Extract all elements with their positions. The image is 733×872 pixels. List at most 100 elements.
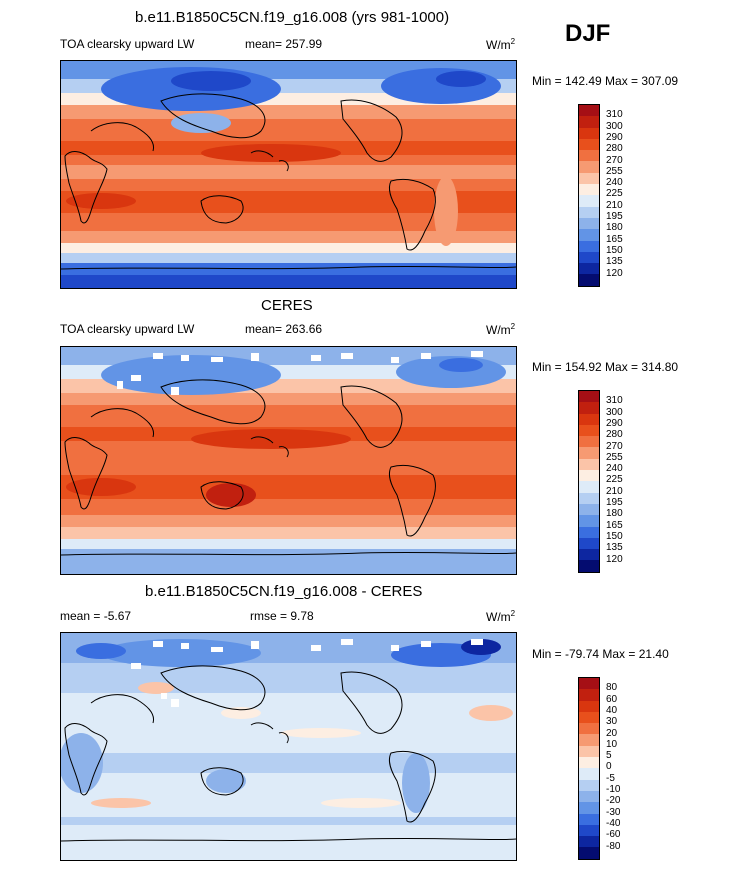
- colorbar-swatch: [579, 105, 599, 117]
- colorbar-swatch: [579, 195, 599, 207]
- colorbar-label: 210: [606, 485, 623, 497]
- colorbar-label: 150: [606, 530, 623, 542]
- colorbar-label: 135: [606, 256, 623, 268]
- colorbar-swatch: [579, 206, 599, 218]
- panel2-mean: mean= 263.66: [245, 322, 323, 336]
- colorbar-swatch: [579, 824, 599, 837]
- colorbar-swatch: [579, 470, 599, 482]
- colorbar-label: 270: [606, 154, 623, 166]
- panel2-minmax: Min = 154.92 Max = 314.80: [532, 360, 679, 374]
- colorbar-swatch: [579, 813, 599, 825]
- colorbar-label: 290: [606, 417, 623, 429]
- colorbar-swatch: [579, 689, 599, 701]
- colorbar-label: 280: [606, 143, 623, 155]
- colorbar-swatch: [579, 424, 599, 437]
- colorbar-label: 195: [606, 497, 623, 508]
- colorbar-label: 120: [606, 267, 623, 279]
- colorbar-label: 60: [606, 693, 618, 705]
- panel3-units: W/m2: [486, 609, 516, 624]
- colorbar-swatch: [579, 526, 599, 538]
- panel2-title: CERES: [261, 297, 313, 314]
- colorbar-swatch: [579, 436, 599, 448]
- colorbar-swatch: [579, 503, 599, 516]
- colorbar-swatch: [579, 678, 599, 690]
- colorbar-label: 310: [606, 109, 623, 121]
- colorbar-label: 20: [606, 727, 618, 739]
- colorbar-swatch: [579, 217, 599, 230]
- panel3-colorbar: [578, 677, 600, 860]
- colorbar-label: -30: [606, 806, 621, 818]
- colorbar-swatch: [579, 229, 599, 241]
- colorbar-label: 0: [606, 761, 612, 773]
- colorbar-swatch: [579, 700, 599, 712]
- colorbar-label: 30: [606, 716, 618, 728]
- colorbar-swatch: [579, 537, 599, 550]
- colorbar-label: 120: [606, 553, 623, 565]
- panel2-variable: TOA clearsky upward LW: [60, 322, 195, 336]
- colorbar-label: 135: [606, 542, 623, 554]
- colorbar-swatch: [579, 515, 599, 527]
- panel2-map: [60, 346, 517, 575]
- colorbar-label: -20: [606, 795, 621, 807]
- colorbar-swatch: [579, 836, 599, 848]
- colorbar-label: 5: [606, 750, 612, 762]
- colorbar-label: 300: [606, 406, 623, 418]
- colorbar-swatch: [579, 745, 599, 758]
- colorbar-swatch: [579, 138, 599, 151]
- panel1-mean: mean= 257.99: [245, 37, 323, 51]
- colorbar-swatch: [579, 447, 599, 459]
- colorbar-swatch: [579, 161, 599, 173]
- panel2-units: W/m2: [486, 322, 516, 337]
- panel1-map: [60, 60, 517, 289]
- colorbar-swatch: [579, 251, 599, 264]
- colorbar-swatch: [579, 458, 599, 471]
- colorbar-swatch: [579, 402, 599, 414]
- colorbar-swatch: [579, 723, 599, 735]
- panel1-field: [61, 61, 516, 288]
- colorbar-label: 280: [606, 429, 623, 441]
- colorbar-label: 255: [606, 451, 623, 463]
- colorbar-swatch: [579, 116, 599, 128]
- colorbar-label: 180: [606, 508, 623, 520]
- colorbar-label: 150: [606, 244, 623, 256]
- colorbar-swatch: [579, 779, 599, 791]
- panel1-colorbar: [578, 104, 600, 287]
- panel1-title: b.e11.B1850C5CN.f19_g16.008 (yrs 981-100…: [135, 9, 450, 26]
- colorbar-swatch: [579, 711, 599, 724]
- panel3-title: b.e11.B1850C5CN.f19_g16.008 - CERES: [145, 583, 423, 600]
- colorbar-swatch: [579, 413, 599, 425]
- panel2-colorbar: [578, 390, 600, 573]
- colorbar-label: 240: [606, 463, 623, 475]
- colorbar-label: 225: [606, 474, 623, 486]
- panel2-field: [61, 347, 516, 574]
- colorbar-label: 310: [606, 395, 623, 407]
- colorbar-swatch: [579, 790, 599, 803]
- colorbar-swatch: [579, 391, 599, 403]
- colorbar-swatch: [579, 274, 599, 286]
- panel1-units: W/m2: [486, 37, 516, 52]
- panel3-mean: mean = -5.67: [60, 609, 132, 623]
- colorbar-swatch: [579, 240, 599, 252]
- colorbar-label: 300: [606, 120, 623, 132]
- colorbar-label: 180: [606, 222, 623, 234]
- colorbar-label: -5: [606, 772, 615, 784]
- colorbar-label: 165: [606, 519, 623, 531]
- panel3-field: [61, 633, 516, 860]
- season-label: DJF: [565, 20, 611, 47]
- colorbar-label: 225: [606, 188, 623, 200]
- colorbar-swatch: [579, 492, 599, 504]
- colorbar-label: 195: [606, 211, 623, 222]
- colorbar-swatch: [579, 768, 599, 780]
- colorbar-label: 240: [606, 177, 623, 189]
- colorbar-swatch: [579, 184, 599, 196]
- colorbar-swatch: [579, 560, 599, 572]
- colorbar-label: -40: [606, 817, 621, 829]
- colorbar-swatch: [579, 549, 599, 561]
- colorbar-label: 80: [606, 682, 618, 694]
- panel3-minmax: Min = -79.74 Max = 21.40: [532, 647, 669, 661]
- panel3-map: [60, 632, 517, 861]
- colorbar-label: 210: [606, 199, 623, 211]
- colorbar-label: -10: [606, 784, 621, 795]
- colorbar-label: 10: [606, 738, 618, 750]
- colorbar-label: -80: [606, 840, 621, 852]
